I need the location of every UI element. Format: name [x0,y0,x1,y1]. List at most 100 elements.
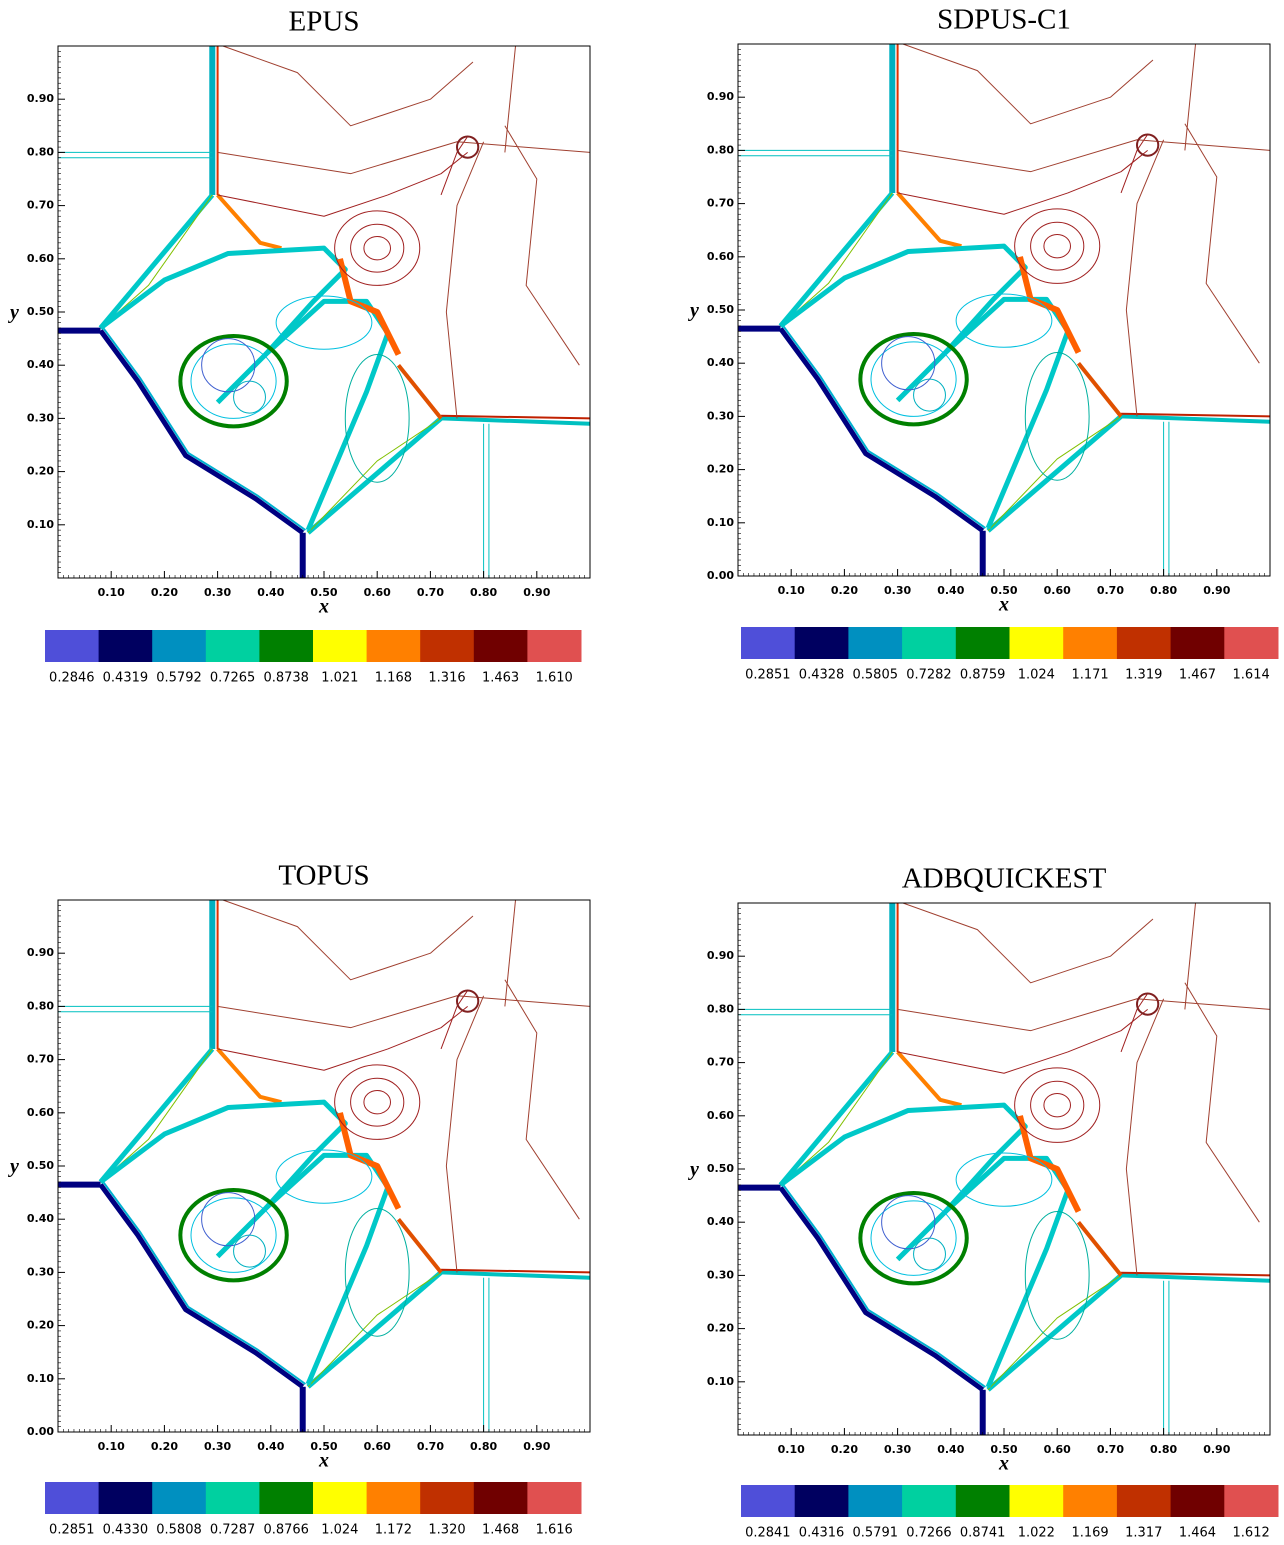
contour-line [898,150,1148,214]
contour-line [223,900,473,980]
y-tick-label: 0.40 [707,1215,734,1228]
x-tick-label: 0.10 [778,1443,805,1456]
contour-line [180,336,286,426]
contour-line [1121,416,1270,421]
colorbar-label: 0.2841 [745,1526,791,1541]
colorbar-swatch [45,630,99,662]
y-tick-label: 0.60 [27,252,54,265]
contour-line [898,999,1270,1031]
colorbar-label: 1.467 [1179,668,1216,683]
colorbar-label: 0.8741 [960,1526,1006,1541]
colorbar-label: 0.4316 [799,1526,845,1541]
colorbar-label: 0.4319 [103,671,149,686]
colorbar-swatch [206,1482,260,1514]
contour-line [1185,44,1196,150]
contour-line [1121,1275,1270,1280]
contour-line [505,126,579,365]
contour-line [505,980,579,1219]
y-axis-label: y [688,1159,699,1181]
colorbar-label: 0.4330 [103,1523,149,1538]
contour-line [945,1158,1067,1387]
contour-line [441,1272,590,1277]
contour-line [1031,1081,1084,1129]
contour-line [1078,363,1121,416]
colorbar-swatch [367,1482,421,1514]
colorbar-swatch [1171,627,1225,659]
colorbar-swatch [420,630,474,662]
x-tick-label: 0.90 [1203,584,1230,597]
contour-line [234,381,266,413]
chart-title: EPUS [289,6,360,38]
contour-line [103,1182,305,1384]
y-tick-label: 0.70 [707,197,734,210]
contour-line [903,44,1153,124]
contour-line [898,140,1270,172]
y-tick-label: 0.50 [707,303,734,316]
colorbar-label: 0.8766 [263,1523,309,1538]
contour-line [218,195,282,248]
chart-title: ADBQUICKEST [902,863,1107,895]
contour-line [308,418,441,532]
colorbar-label: 0.7266 [906,1526,952,1541]
x-tick-label: 0.40 [257,586,284,599]
contour-line [860,1193,966,1283]
contour-line [903,903,1153,983]
colorbar-swatch [1117,1485,1171,1517]
contour-line [441,418,590,423]
colorbar-swatch [848,1485,902,1517]
colorbar-swatch [956,627,1010,659]
contour-line [202,1193,255,1246]
contour-line [364,1090,391,1113]
contour-line [882,1196,935,1249]
contour-line [1020,1116,1079,1212]
colorbar-swatch [1171,1485,1225,1517]
colorbar-label: 0.5805 [853,668,899,683]
colorbar-label: 1.024 [1018,668,1055,683]
contour-line [218,1006,468,1070]
y-tick-label: 0.60 [27,1106,54,1119]
colorbar-swatch [741,627,795,659]
contour-line [914,1238,946,1270]
contour-line [781,1052,893,1185]
x-tick-label: 0.30 [204,1440,231,1453]
colorbar-label: 0.7287 [210,1523,256,1538]
contour-line [505,900,516,1006]
contour-line [945,299,1067,528]
contour-line [446,142,483,419]
x-tick-label: 0.90 [523,586,550,599]
x-tick-label: 0.30 [884,1443,911,1456]
y-tick-label: 0.40 [707,356,734,369]
contour-line [1126,999,1163,1276]
contour-line [882,337,935,390]
contour-line [335,1065,420,1139]
contour-line [505,46,516,152]
y-tick-label: 0.40 [27,1212,54,1225]
y-tick-label: 0.70 [707,1056,734,1069]
contour-line [446,996,483,1273]
y-tick-label: 0.90 [707,949,734,962]
colorbar-swatch [259,630,313,662]
colorbar-swatch [1063,1485,1117,1517]
colorbar-swatch [1063,627,1117,659]
y-tick-label: 0.60 [707,1109,734,1122]
contour-line [335,211,420,285]
contour-line [351,224,404,272]
x-tick-label: 0.40 [257,1440,284,1453]
y-tick-label: 0.30 [707,409,734,422]
x-tick-label: 0.60 [364,586,391,599]
x-tick-label: 0.80 [470,1440,497,1453]
contour-line [180,1190,286,1280]
colorbar-label: 1.612 [1233,1526,1270,1541]
contour-line [1044,234,1071,257]
colorbar-label: 0.4328 [799,668,845,683]
y-tick-label: 0.10 [27,1372,54,1385]
contour-line [398,365,441,418]
colorbar-label: 0.5791 [853,1526,899,1541]
contour-line [218,142,590,174]
contour-line [1126,140,1163,417]
contour-line [265,301,387,530]
x-tick-label: 0.40 [937,1443,964,1456]
colorbar-label: 1.022 [1018,1526,1055,1541]
contour-line [781,193,893,326]
y-tick-label: 0.60 [707,250,734,263]
